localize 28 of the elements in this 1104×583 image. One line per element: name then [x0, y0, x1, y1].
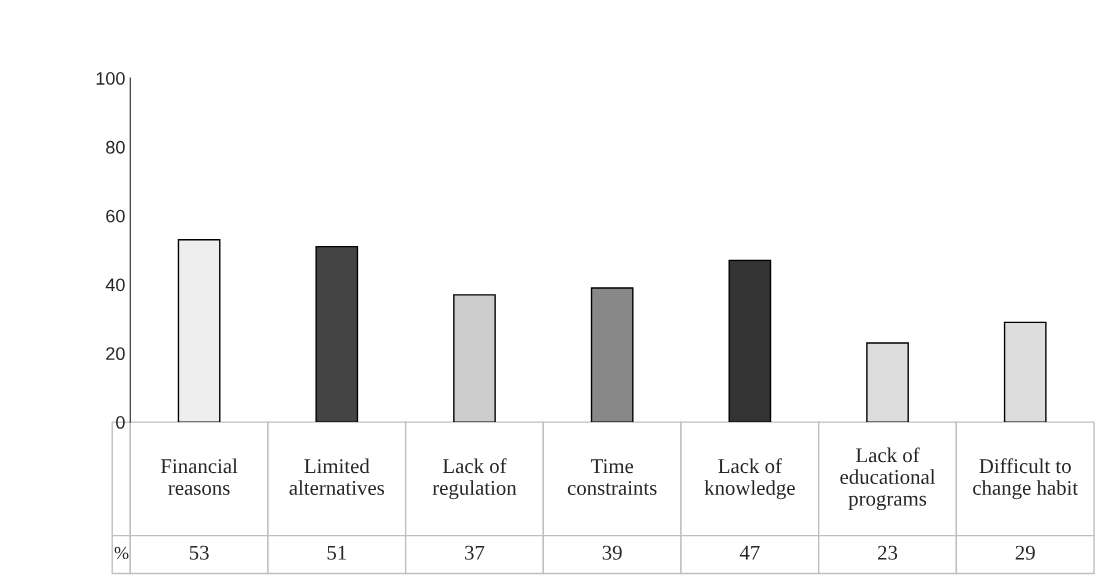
- text: %: [114, 546, 129, 560]
- x-tick-label: Lack of regulation: [432, 458, 517, 500]
- data-label: 37: [465, 545, 485, 560]
- y-tick-label: 20: [106, 347, 125, 361]
- x-tick-label: Lack of knowledge: [704, 458, 795, 500]
- y-tick-label: 80: [106, 140, 125, 154]
- data-label: 53: [189, 545, 209, 560]
- data-label: 39: [602, 545, 622, 560]
- y-tick-label: 60: [106, 209, 125, 223]
- bar: [315, 245, 359, 423]
- bar: [177, 239, 221, 423]
- x-tick-label: Time constraints: [567, 459, 657, 495]
- data-label: 51: [327, 545, 346, 560]
- bar: [866, 342, 909, 423]
- bar: [728, 259, 772, 423]
- data-label: 29: [1015, 545, 1035, 560]
- y-tick-label: 0: [116, 416, 125, 429]
- bar: [453, 294, 496, 423]
- bar: [1003, 321, 1047, 423]
- x-tick-label: Lack of educational programs: [840, 447, 936, 511]
- y-tick-label: 40: [105, 278, 125, 292]
- x-tick-label: Financial reasons: [160, 458, 238, 495]
- data-label: 23: [878, 545, 898, 560]
- data-label: 47: [739, 545, 760, 560]
- bar: [590, 287, 634, 423]
- y-tick-label: 100: [96, 72, 125, 85]
- x-tick-label: Difficult to change habit: [973, 458, 1079, 500]
- x-tick-label: Limited alternatives: [289, 458, 385, 495]
